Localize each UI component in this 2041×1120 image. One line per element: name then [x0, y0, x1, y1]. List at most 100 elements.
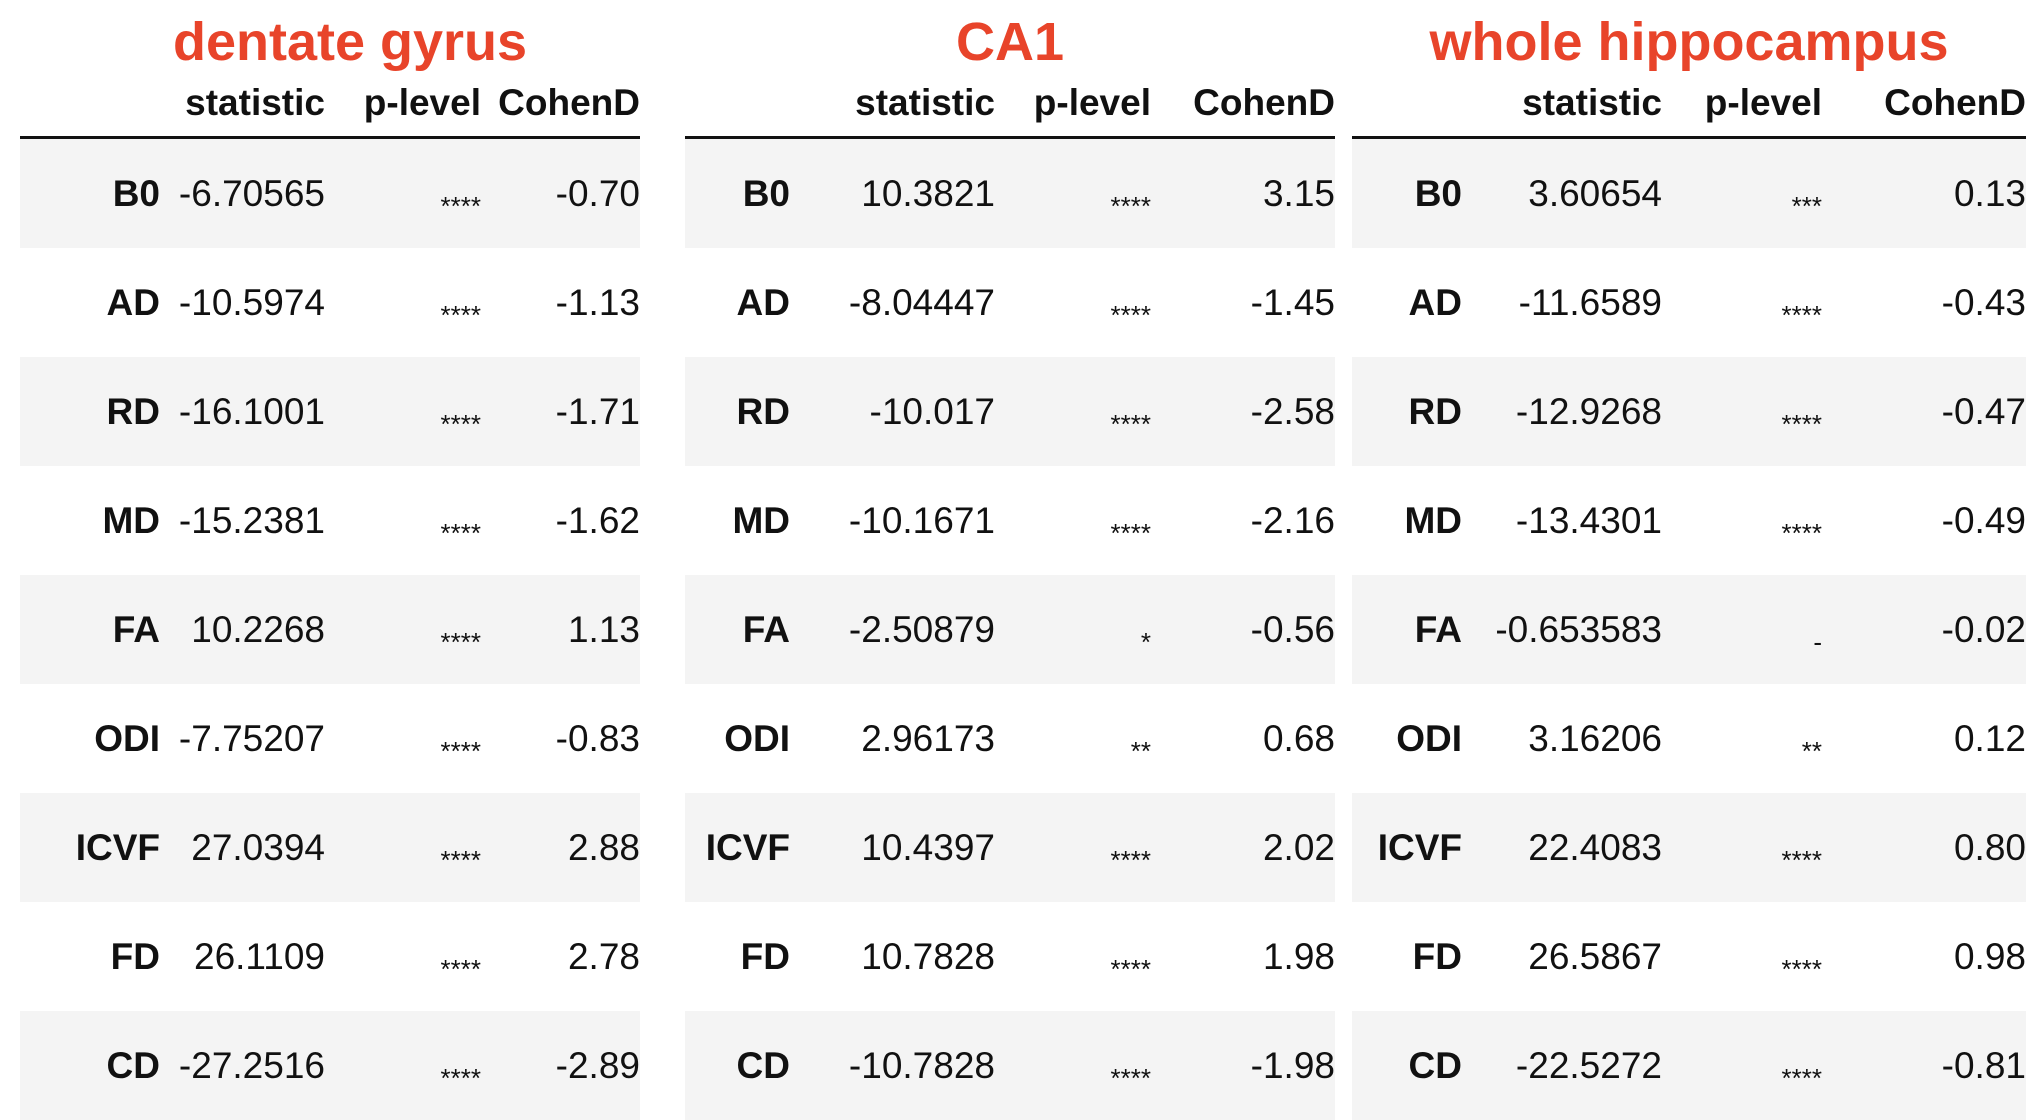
table-row: B0 10.3821 **** 3.15	[685, 137, 1335, 248]
stats-figure: dentate gyrus statistic p-level CohenD B0 -6.…	[20, 12, 2026, 1120]
cohend-cell: 0.12	[1822, 684, 2026, 793]
column-header-statistic: statistic	[1462, 70, 1662, 139]
statistic-cell: -12.9268	[1462, 357, 1662, 466]
panel-title: whole hippocampus	[1429, 12, 1949, 72]
cohend-cell: -0.56	[1151, 575, 1335, 684]
row-label: MD	[1352, 466, 1462, 575]
column-header-p-level: p-level	[325, 70, 481, 139]
cohend-cell: -1.71	[481, 357, 640, 466]
statistic-cell: -0.653583	[1462, 575, 1662, 684]
cohend-cell: -0.70	[481, 137, 640, 248]
row-label: FA	[1352, 575, 1462, 684]
statistic-cell: -22.5272	[1462, 1011, 1662, 1120]
cohend-cell: -0.43	[1822, 248, 2026, 357]
table-row: FA -0.653583- -0.02	[1352, 575, 2026, 684]
corner-cell	[1352, 70, 1462, 139]
cohend-cell: -1.13	[481, 248, 640, 357]
table-row: MD -13.4301 **** -0.49	[1352, 466, 2026, 575]
row-label: ODI	[20, 684, 160, 793]
row-label: CD	[20, 1011, 160, 1120]
p-level-cell: ****	[325, 357, 481, 466]
row-label: ODI	[1352, 684, 1462, 793]
row-label: AD	[20, 248, 160, 357]
table-row: RD -10.017 **** -2.58	[685, 357, 1335, 466]
table-row: AD -8.04447 **** -1.45	[685, 248, 1335, 357]
table-row: RD -16.1001 **** -1.71	[20, 357, 640, 466]
p-level-cell: ****	[1662, 357, 1822, 466]
cohend-cell: 2.88	[481, 793, 640, 902]
row-label: AD	[1352, 248, 1462, 357]
statistic-cell: 3.60654	[1462, 137, 1662, 248]
statistic-cell: -7.75207	[160, 684, 325, 793]
row-label: ICVF	[685, 793, 790, 902]
table-row: MD -10.1671 **** -2.16	[685, 466, 1335, 575]
cohend-cell: 0.13	[1822, 137, 2026, 248]
panel-title: dentate gyrus	[172, 12, 528, 72]
row-label: FD	[685, 902, 790, 1011]
row-label: B0	[20, 137, 160, 248]
row-label: RD	[1352, 357, 1462, 466]
table-row: MD -15.2381 **** -1.62	[20, 466, 640, 575]
row-label: MD	[20, 466, 160, 575]
table-row: FA 10.2268 **** 1.13	[20, 575, 640, 684]
p-level-cell: ****	[325, 684, 481, 793]
table-row: FD 10.7828 **** 1.98	[685, 902, 1335, 1011]
cohend-cell: 0.68	[1151, 684, 1335, 793]
cohend-cell: 1.98	[1151, 902, 1335, 1011]
statistic-cell: -10.1671	[790, 466, 995, 575]
cohend-cell: 1.13	[481, 575, 640, 684]
p-level-cell: -	[1662, 575, 1822, 684]
p-level-cell: ****	[325, 248, 481, 357]
panel-title: CA1	[955, 12, 1065, 72]
statistic-cell: 27.0394	[160, 793, 325, 902]
header-row: statistic p-level CohenD	[1352, 70, 2026, 139]
row-label: ICVF	[20, 793, 160, 902]
statistic-cell: -10.017	[790, 357, 995, 466]
p-level-cell: ****	[995, 1011, 1151, 1120]
table-row: ICVF 10.4397 **** 2.02	[685, 793, 1335, 902]
p-level-cell: ****	[325, 137, 481, 248]
column-header-cohend: CohenD	[1151, 70, 1335, 139]
table-row: AD -10.5974 **** -1.13	[20, 248, 640, 357]
cohend-cell: 0.98	[1822, 902, 2026, 1011]
row-label: MD	[685, 466, 790, 575]
p-level-cell: ****	[325, 1011, 481, 1120]
p-level-cell: ****	[1662, 466, 1822, 575]
p-level-cell: ****	[1662, 902, 1822, 1011]
cohend-cell: -1.98	[1151, 1011, 1335, 1120]
cohend-cell: -1.62	[481, 466, 640, 575]
p-level-cell: ****	[995, 466, 1151, 575]
p-level-cell: ****	[995, 902, 1151, 1011]
p-level-cell: ***	[1662, 137, 1822, 248]
p-level-cell: ****	[325, 466, 481, 575]
table-row: CD -10.7828 **** -1.98	[685, 1011, 1335, 1120]
row-label: FA	[20, 575, 160, 684]
cohend-cell: -2.89	[481, 1011, 640, 1120]
table-row: FA -2.50879 * -0.56	[685, 575, 1335, 684]
column-header-statistic: statistic	[160, 70, 325, 139]
stats-table: statistic p-level CohenD B0 -6.70565 **** -0.7…	[20, 70, 640, 1120]
table-row: RD -12.9268 **** -0.47	[1352, 357, 2026, 466]
row-label: CD	[685, 1011, 790, 1120]
statistic-cell: 10.4397	[790, 793, 995, 902]
statistic-cell: -13.4301	[1462, 466, 1662, 575]
table-row: ICVF 27.0394 **** 2.88	[20, 793, 640, 902]
statistic-cell: 3.16206	[1462, 684, 1662, 793]
p-level-cell: ****	[1662, 248, 1822, 357]
table-row: CD -22.5272 **** -0.81	[1352, 1011, 2026, 1120]
p-level-cell: **	[995, 684, 1151, 793]
row-label: RD	[20, 357, 160, 466]
row-label: AD	[685, 248, 790, 357]
table-row: ODI 3.16206 ** 0.12	[1352, 684, 2026, 793]
p-level-cell: ****	[1662, 793, 1822, 902]
table-row: FD 26.1109 **** 2.78	[20, 902, 640, 1011]
table-row: ICVF 22.4083 **** 0.80	[1352, 793, 2026, 902]
cohend-cell: -0.47	[1822, 357, 2026, 466]
p-level-cell: **	[1662, 684, 1822, 793]
cohend-cell: 3.15	[1151, 137, 1335, 248]
statistic-cell: -6.70565	[160, 137, 325, 248]
cohend-cell: -2.58	[1151, 357, 1335, 466]
statistic-cell: 26.1109	[160, 902, 325, 1011]
statistic-cell: -11.6589	[1462, 248, 1662, 357]
corner-cell	[20, 70, 160, 139]
